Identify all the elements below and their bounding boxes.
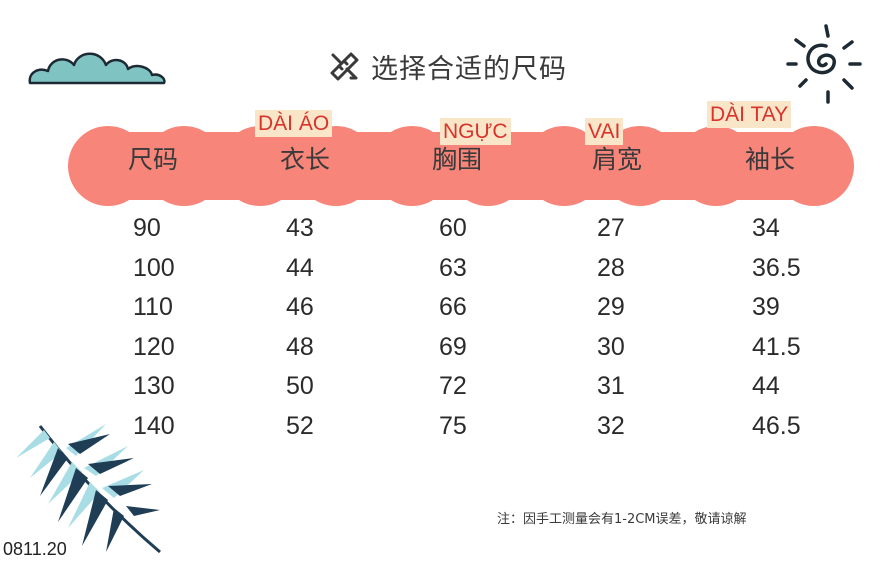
table-cell: 31 (597, 372, 625, 400)
table-cell: 52 (286, 411, 314, 440)
table-cell: 34 (752, 214, 780, 242)
table-cell: 63 (439, 253, 467, 282)
cloud-icon (28, 52, 166, 85)
table-cell: 46.5 (752, 411, 801, 440)
table-cell: 140 (133, 411, 175, 440)
header-sleeve: 袖长 (744, 145, 795, 174)
table-cell: 46 (286, 293, 314, 321)
table-cell: 60 (439, 214, 467, 242)
table-cell: 41.5 (752, 332, 801, 361)
table-cell: 75 (439, 411, 467, 440)
table-cell: 69 (439, 332, 467, 361)
table-cell: 32 (597, 411, 625, 440)
table-cell: 48 (286, 332, 314, 361)
page-title: 选择合适的尺码 (371, 53, 567, 85)
table-cell: 130 (133, 372, 175, 400)
table-cell: 27 (597, 214, 625, 242)
table-cell: 28 (597, 253, 625, 282)
title-group: 选择合适的尺码 (327, 46, 567, 86)
label-shoulder-vi: VAI (585, 118, 624, 145)
table-cell: 72 (439, 372, 467, 400)
table-cell: 44 (286, 253, 314, 282)
leaf-icon (16, 424, 161, 554)
header-chest: 胸围 (431, 145, 482, 174)
table-cell: 110 (133, 293, 173, 321)
header-band (68, 126, 854, 206)
label-sleeve-vi: DÀI TAY (707, 101, 792, 128)
table-cell: 90 (133, 214, 161, 242)
sun-icon (786, 24, 862, 104)
table-cell: 120 (133, 332, 175, 361)
table-cell: 44 (752, 372, 780, 400)
table-cell: 66 (439, 293, 467, 321)
table-cell: 100 (133, 253, 175, 282)
table-cell: 36.5 (752, 253, 801, 282)
label-chest-vi: NGỰC (440, 118, 511, 145)
table-cell: 30 (597, 332, 625, 361)
product-code: 0811.20 (3, 539, 67, 559)
table-cell: 29 (597, 293, 625, 321)
table-cell: 43 (286, 214, 314, 242)
ruler-pencil-icon (330, 52, 359, 81)
header-length: 衣长 (279, 145, 330, 174)
header-shoulder: 肩宽 (591, 145, 642, 174)
header-size: 尺码 (127, 145, 178, 174)
label-length-vi: DÀI ÁO (255, 110, 333, 137)
table-cell: 50 (286, 372, 314, 400)
measurement-note: 注：因手工测量会有1-2CM误差，敬请谅解 (497, 512, 747, 527)
table-cell: 39 (752, 293, 780, 321)
